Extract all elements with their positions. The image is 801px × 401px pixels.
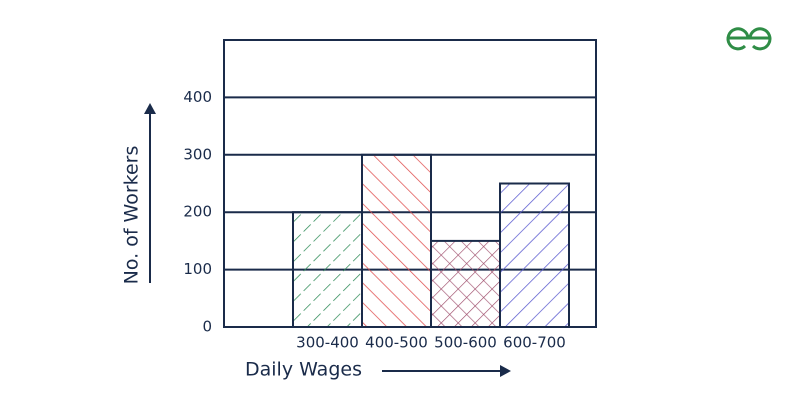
y-tick-label: 0 — [202, 318, 212, 336]
bar-fill — [362, 154, 431, 327]
y-tick-label: 400 — [183, 88, 212, 106]
y-tick-label: 100 — [183, 260, 212, 278]
y-tick-label: 200 — [183, 203, 212, 221]
x-tick-label: 300-400 — [296, 334, 359, 352]
bar-fill — [293, 212, 362, 327]
y-tick-label: 300 — [183, 145, 212, 163]
y-arrow-head — [144, 103, 156, 114]
x-axis-label: Daily Wages — [245, 359, 362, 381]
x-tick-label: 400-500 — [365, 334, 428, 352]
y-axis-label: No. of Workers — [121, 146, 143, 285]
bar-fill — [500, 183, 569, 327]
x-tick-label: 600-700 — [503, 334, 566, 352]
bar — [499, 182, 570, 328]
x-arrow-head — [500, 365, 511, 377]
bar-fill — [431, 240, 500, 327]
logo — [726, 27, 772, 51]
x-tick-label: 500-600 — [434, 334, 497, 352]
